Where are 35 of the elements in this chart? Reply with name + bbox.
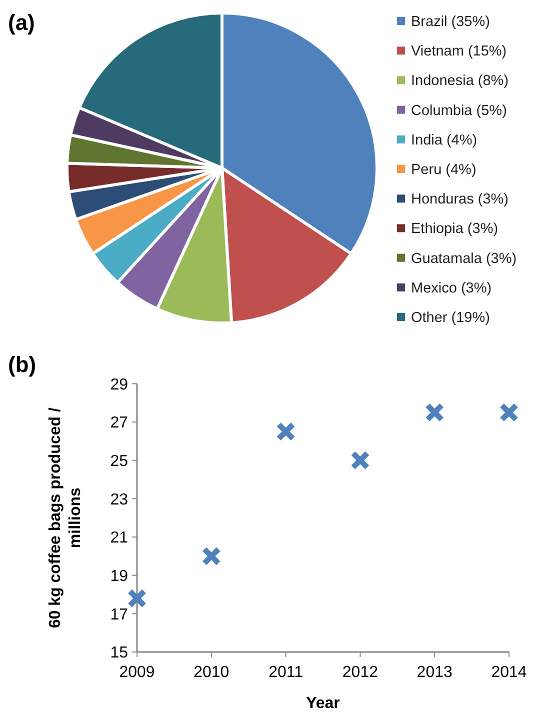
x-axis-title: Year (306, 695, 340, 712)
y-tick-label: 29 (110, 376, 128, 394)
y-tick-label: 21 (110, 530, 128, 547)
legend-label: Columbia (5%) (411, 102, 507, 119)
x-tick-label: 2014 (491, 664, 527, 681)
legend-label: Other (19%) (411, 310, 490, 326)
y-tick-label: 27 (110, 414, 128, 432)
point (127, 588, 147, 608)
legend-label: Honduras (3%) (411, 192, 509, 208)
y-tick-label: 17 (110, 606, 128, 624)
x-tick-label: 2009 (119, 664, 155, 681)
point (424, 402, 444, 422)
legend-label: Indonesia (8%) (411, 73, 509, 90)
point (350, 450, 370, 470)
y-tick-label: 23 (110, 491, 128, 508)
point (499, 402, 519, 422)
point (202, 546, 222, 566)
y-tick-label: 19 (110, 568, 128, 585)
legend-label: Ethiopia (3%) (411, 221, 498, 238)
legend-label: Mexico (3%) (411, 280, 492, 296)
x-tick-label: 2010 (194, 664, 230, 681)
legend-label: Guatamala (3%) (411, 250, 517, 267)
legend-label: Peru (4%) (411, 162, 476, 178)
legend-label: Brazil (35%) (411, 14, 490, 30)
x-tick-label: 2013 (416, 664, 452, 681)
x-tick-label: 2011 (268, 664, 304, 681)
point (276, 422, 296, 442)
chart-title: (b) (8, 352, 36, 377)
x-tick-label: 2012 (342, 664, 378, 681)
y-tick-label: 15 (110, 644, 128, 662)
legend-label: India (4%) (411, 132, 478, 148)
y-axis-title: 60 kg coffee bags produced / millions (47, 407, 84, 628)
chart-title: (a) (8, 10, 35, 35)
legend-label: Vietnam (15%) (411, 44, 507, 60)
y-tick-label: 25 (110, 452, 128, 470)
